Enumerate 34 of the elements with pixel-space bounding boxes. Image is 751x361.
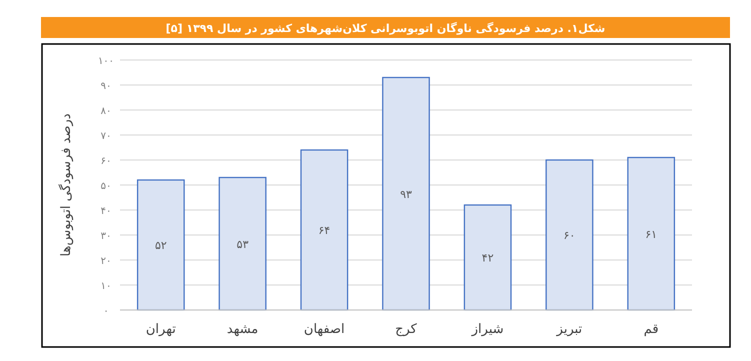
data-label: ۵۳ xyxy=(236,238,249,251)
y-tick-label: ۵۰ xyxy=(100,181,112,192)
x-tick-label: قم xyxy=(644,322,659,337)
x-tick-label: تبریز xyxy=(556,322,583,337)
bar xyxy=(546,159,594,311)
chart-title: شکل۱. درصد فرسودگی ناوگان اتوبوسرانی کلان‌شهرهای کشور در سال ۱۳۹۹ [۵] xyxy=(166,22,606,35)
bar xyxy=(136,179,185,311)
y-tick-label: ۹۰ xyxy=(100,81,112,92)
x-tick-label: کرج xyxy=(395,322,418,337)
data-label: ۶۰ xyxy=(564,229,576,242)
data-label: ۶۴ xyxy=(318,224,330,237)
y-tick-label: ۷۰ xyxy=(100,131,112,142)
data-label: ۶۱ xyxy=(645,228,658,241)
y-tick-label: ۳۰ xyxy=(100,231,112,242)
y-tick-label: ۱۰۰ xyxy=(98,56,114,67)
bar xyxy=(300,149,348,311)
x-tick-label: شیراز xyxy=(470,322,504,337)
bar xyxy=(464,204,512,311)
y-tick-label: ۶۰ xyxy=(100,156,112,167)
data-label: ۴۲ xyxy=(482,252,494,264)
y-tick-label: ۰ xyxy=(103,306,109,317)
y-axis-title: درصد فرسودگی اتوبوس‌ها xyxy=(58,113,74,256)
x-tick-label: اصفهان xyxy=(304,322,345,337)
x-tick-label: تهران xyxy=(146,322,176,337)
bar xyxy=(627,156,676,311)
y-tick-label: ۲۰ xyxy=(100,256,112,267)
data-label: ۵۲ xyxy=(154,239,167,252)
bar xyxy=(218,176,266,311)
y-tick-label: ۱۰ xyxy=(100,281,112,292)
y-tick-label: ۸۰ xyxy=(100,106,112,117)
y-tick-label: ۴۰ xyxy=(100,206,112,217)
x-tick-label: مشهد xyxy=(226,322,258,337)
data-label: ۹۳ xyxy=(400,188,412,201)
bar xyxy=(382,76,430,311)
